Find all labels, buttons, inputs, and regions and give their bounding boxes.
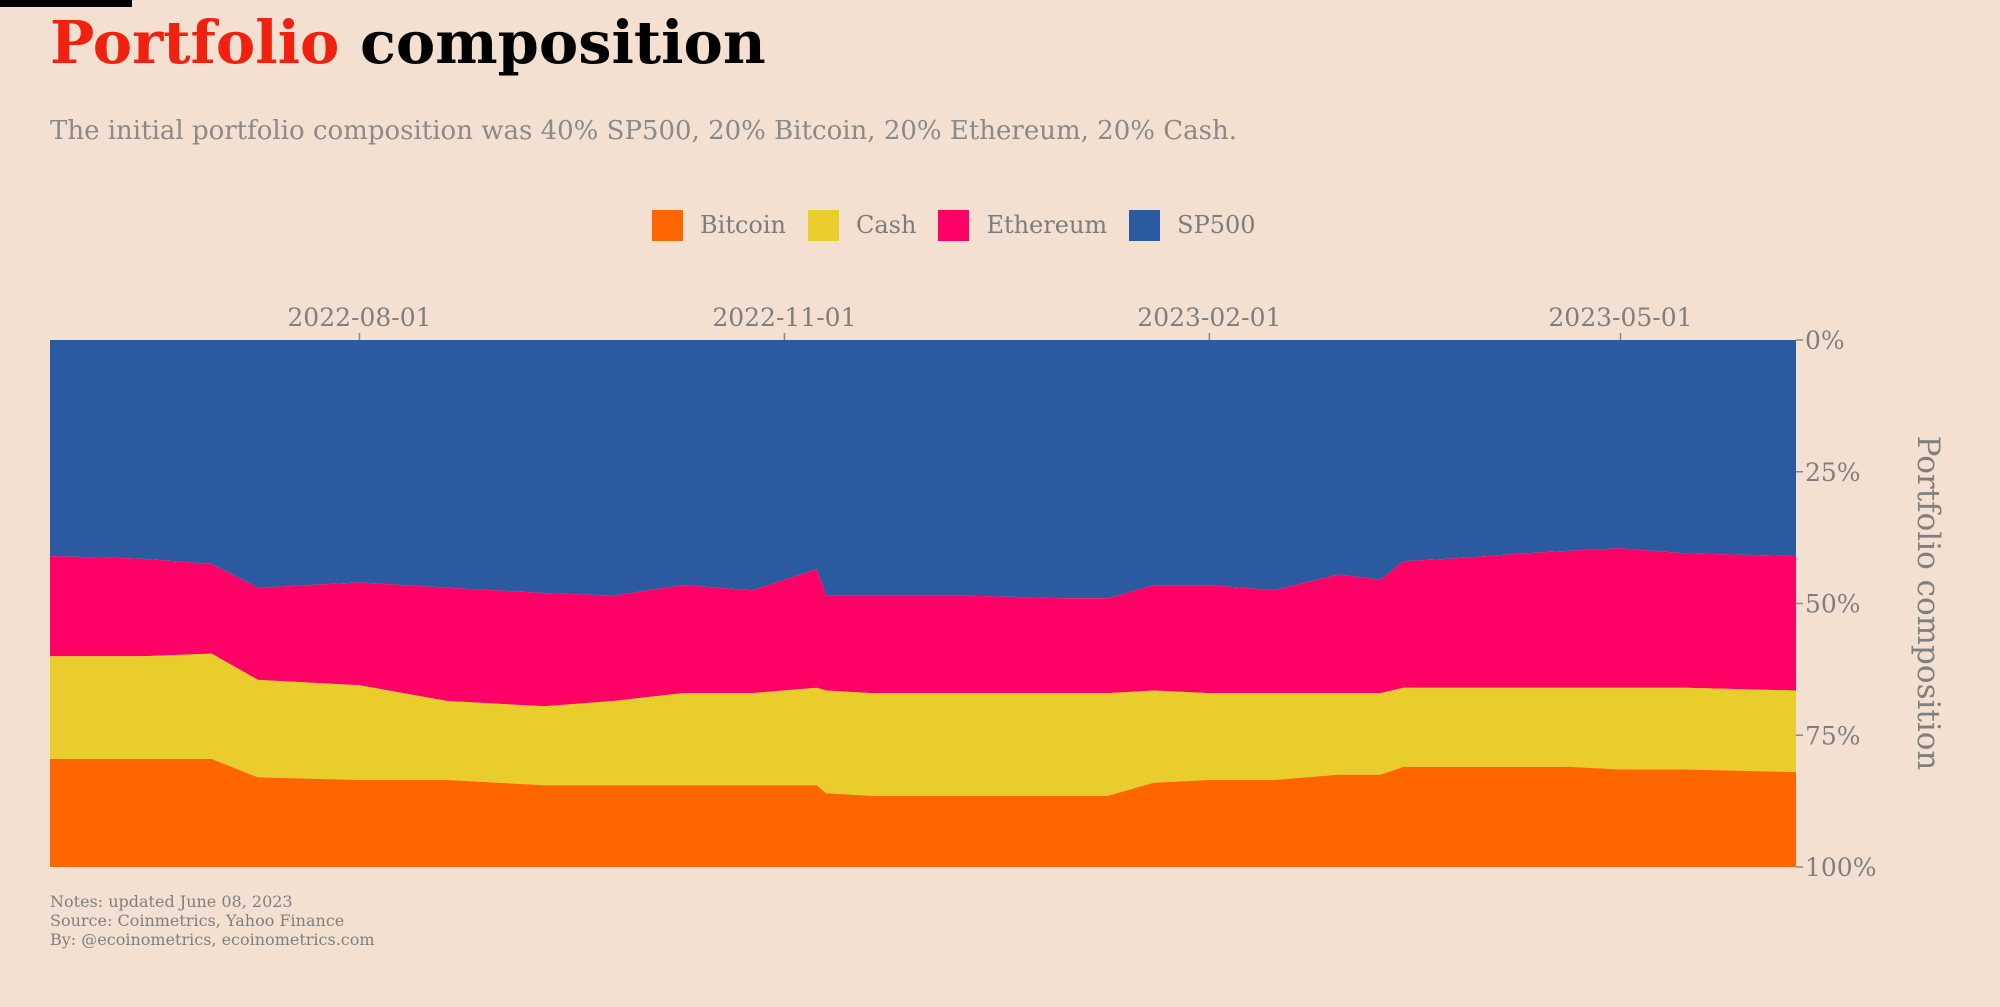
area-bitcoin: [50, 759, 1796, 867]
chart-legend: Bitcoin Cash Ethereum SP500: [652, 205, 1256, 245]
legend-label-cash: Cash: [855, 211, 917, 239]
legend-swatch-ethereum: [938, 209, 970, 241]
legend-swatch-cash: [807, 209, 839, 241]
x-tick-label: 2022-11-01: [712, 303, 856, 332]
chart-subtitle: The initial portfolio composition was 40…: [50, 116, 1237, 146]
legend-swatch-bitcoin: [652, 209, 683, 241]
legend-label-sp500: SP500: [1177, 211, 1256, 239]
area-sp500: [50, 340, 1796, 599]
legend-item-sp500: SP500: [1129, 209, 1256, 241]
legend-label-bitcoin: Bitcoin: [700, 211, 786, 239]
y-axis-title: Portfolio composition: [1910, 436, 1946, 771]
x-tick-label: 2022-08-01: [287, 303, 431, 332]
chart-title: Portfolio composition: [50, 8, 766, 79]
notes-updated: Notes: updated June 08, 2023: [50, 892, 293, 911]
y-tick-label: 0%: [1805, 326, 1845, 355]
title-rest-word: composition: [359, 8, 766, 77]
legend-item-bitcoin: Bitcoin: [652, 209, 786, 241]
y-tick-label: 100%: [1805, 853, 1876, 882]
legend-item-cash: Cash: [807, 209, 917, 241]
notes-byline: By: @ecoinometrics, ecoinometrics.com: [50, 930, 375, 949]
y-tick-label: 25%: [1805, 458, 1861, 487]
title-accent-bar: [0, 0, 132, 7]
legend-swatch-sp500: [1129, 209, 1161, 241]
area-ethereum: [50, 548, 1796, 707]
legend-label-ethereum: Ethereum: [986, 211, 1108, 239]
x-tick-label: 2023-02-01: [1137, 303, 1281, 332]
chart-notes: Notes: updated June 08, 2023 Source: Coi…: [50, 892, 375, 949]
x-tick-label: 2023-05-01: [1548, 303, 1692, 332]
area-cash: [50, 653, 1796, 796]
legend-item-ethereum: Ethereum: [938, 209, 1108, 241]
y-tick-label: 50%: [1805, 590, 1861, 619]
y-tick-label: 75%: [1805, 721, 1861, 750]
notes-source: Source: Coinmetrics, Yahoo Finance: [50, 911, 345, 930]
title-accent-word: Portfolio: [50, 8, 340, 77]
